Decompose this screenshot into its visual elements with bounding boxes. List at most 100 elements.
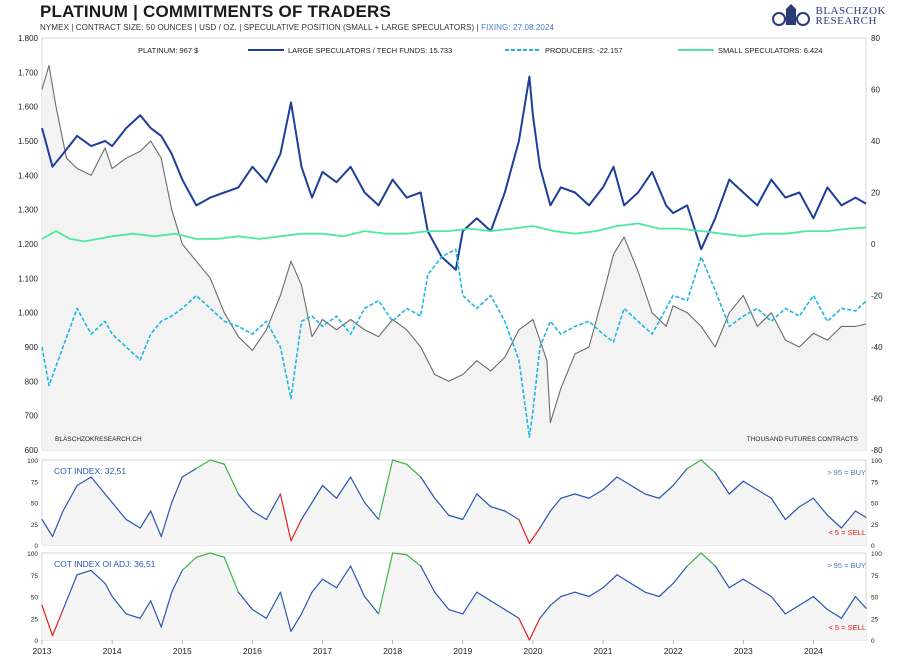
cot-line-segment bbox=[279, 591, 292, 632]
cot-line-segment bbox=[378, 552, 394, 615]
cot-line-segment bbox=[756, 587, 772, 598]
buy-zone-label: > 95 = BUY bbox=[827, 561, 866, 570]
left-axis-tick: 1.100 bbox=[18, 274, 39, 283]
cot-line-segment bbox=[658, 484, 674, 499]
cot-line-segment bbox=[41, 604, 54, 637]
cot-left-tick: 0 bbox=[34, 638, 38, 645]
left-axis-tick: 800 bbox=[25, 377, 39, 386]
cot-line-segment bbox=[76, 569, 92, 576]
cot-line-segment bbox=[644, 493, 660, 499]
cot-line-segment bbox=[195, 552, 211, 558]
cot-line-segment bbox=[588, 489, 604, 499]
cot-line-segment bbox=[490, 506, 506, 512]
cot-line-segment bbox=[150, 510, 162, 538]
cot-line-segment bbox=[181, 467, 197, 478]
cot-line-segment bbox=[798, 497, 815, 508]
cot-line-segment bbox=[265, 493, 282, 521]
cot-line-segment bbox=[90, 569, 106, 585]
x-axis-tick-label: 2016 bbox=[243, 646, 262, 656]
left-axis-tick: 900 bbox=[25, 343, 39, 352]
cot-right-tick: 0 bbox=[871, 543, 875, 550]
cot-line-segment bbox=[237, 591, 253, 611]
cot-line-segment bbox=[854, 595, 867, 609]
chart-title: PLATINUM | COMMITMENTS OF TRADERS bbox=[40, 2, 392, 21]
cot-line-segment bbox=[714, 565, 730, 589]
series-line-small-speculators bbox=[41, 222, 867, 243]
cot-line-segment bbox=[41, 518, 54, 538]
cot-line-segment bbox=[490, 600, 506, 611]
sell-zone-label: < 5 = SELL bbox=[828, 623, 866, 632]
cot-right-tick: 75 bbox=[871, 573, 879, 580]
cot-line-segment bbox=[756, 489, 772, 499]
cot-left-tick: 50 bbox=[31, 501, 39, 508]
cot-right-tick: 100 bbox=[871, 551, 882, 558]
x-axis-tick-label: 2014 bbox=[103, 646, 122, 656]
cot-line-segment bbox=[111, 595, 127, 615]
x-axis-tick-label: 2019 bbox=[453, 646, 472, 656]
cot-line-segment bbox=[406, 463, 422, 478]
cot-line-segment bbox=[840, 595, 857, 619]
cot-line-segment bbox=[237, 493, 253, 512]
cot-line-segment bbox=[714, 472, 730, 495]
cot-line-segment bbox=[125, 518, 141, 529]
cot-line-segment bbox=[560, 493, 576, 499]
cot-line-segment bbox=[742, 578, 758, 589]
left-axis-tick: 1.200 bbox=[18, 240, 39, 249]
x-axis-tick-label: 2020 bbox=[523, 646, 542, 656]
cot-right-tick: 50 bbox=[871, 595, 879, 602]
cot-line-segment bbox=[812, 595, 829, 611]
x-axis-tick-label: 2022 bbox=[664, 646, 683, 656]
cot-line-segment bbox=[826, 608, 843, 619]
cot-line-segment bbox=[539, 604, 552, 619]
cot-line-segment bbox=[728, 480, 744, 495]
cot-line-segment bbox=[518, 518, 530, 544]
left-axis-tick: 1.600 bbox=[18, 103, 39, 112]
cot-left-tick: 0 bbox=[34, 543, 38, 550]
legend-label: PLATINUM: 967 $ bbox=[138, 46, 199, 55]
cot-line-segment bbox=[335, 565, 352, 589]
x-axis-tick-label: 2023 bbox=[734, 646, 753, 656]
cot-line-segment bbox=[528, 617, 541, 641]
cot-line-segment bbox=[321, 578, 338, 589]
x-axis-tick-label: 2018 bbox=[383, 646, 402, 656]
subtitle-text: NYMEX | CONTRACT SIZE: 50 OUNCES | USD /… bbox=[40, 23, 479, 32]
cot-line-segment bbox=[672, 565, 688, 585]
cot-right-tick: 50 bbox=[871, 501, 879, 508]
cot-area bbox=[42, 553, 866, 640]
legend-label: SMALL SPECULATORS: 6.424 bbox=[718, 46, 823, 55]
x-axis-tick-label: 2021 bbox=[594, 646, 613, 656]
cot-line-segment bbox=[104, 582, 113, 598]
cot-line-segment bbox=[76, 476, 92, 487]
cot-line-segment bbox=[378, 459, 394, 521]
cot-line-segment bbox=[311, 578, 324, 593]
cot-line-segment bbox=[630, 582, 646, 593]
cot-line-segment bbox=[672, 467, 688, 487]
cot-line-segment bbox=[784, 604, 800, 615]
cot-line-segment bbox=[279, 493, 292, 542]
sell-zone-label: < 5 = SELL bbox=[828, 528, 866, 537]
cot-line-segment bbox=[434, 497, 450, 516]
cot-line-segment bbox=[160, 591, 173, 628]
cot-line-segment bbox=[518, 617, 530, 641]
left-axis-tick: 1.500 bbox=[18, 137, 39, 146]
right-axis-tick: -60 bbox=[871, 395, 883, 404]
cot-line-segment bbox=[406, 554, 422, 567]
buy-zone-label: > 95 = BUY bbox=[827, 468, 866, 477]
cot-line-segment bbox=[728, 578, 744, 589]
cot-line-segment bbox=[448, 514, 464, 521]
source-label: BLASCHZOKRESEARCH.CH bbox=[55, 436, 142, 443]
cot-line-segment bbox=[349, 565, 366, 598]
cot-line-segment bbox=[392, 552, 408, 556]
cot-line-segment bbox=[171, 569, 183, 593]
cot-line-segment bbox=[290, 613, 303, 632]
cot-line-segment bbox=[798, 595, 815, 606]
left-axis-tick: 1.400 bbox=[18, 171, 39, 180]
cot-line-segment bbox=[51, 510, 64, 538]
cot-line-segment bbox=[840, 510, 857, 529]
cot-line-segment bbox=[300, 501, 313, 521]
cot-left-tick: 100 bbox=[27, 458, 38, 465]
left-axis-tick: 700 bbox=[25, 412, 39, 421]
cot-left-tick: 75 bbox=[31, 573, 39, 580]
cot-line-segment bbox=[160, 501, 173, 538]
cot-line-segment bbox=[574, 591, 590, 598]
